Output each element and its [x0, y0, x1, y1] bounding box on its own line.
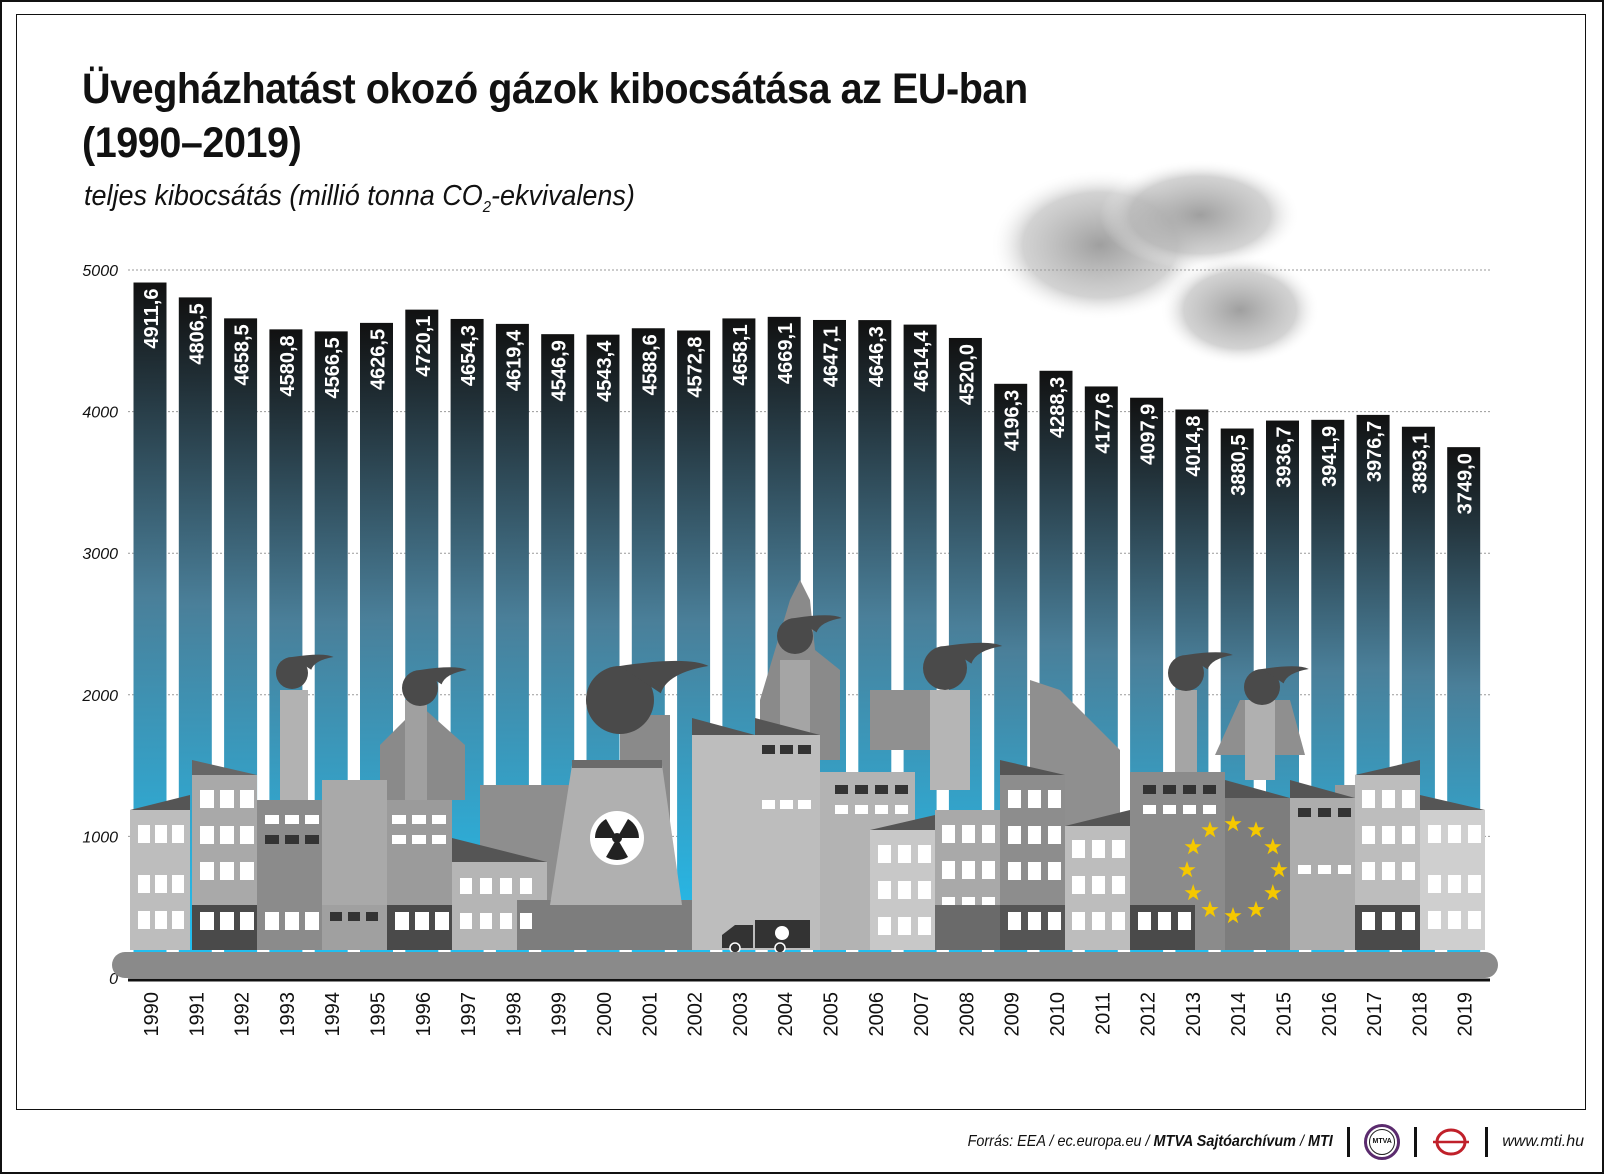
x-tick-label: 2004 — [775, 992, 797, 1037]
mtva-logo: MTVA — [1364, 1124, 1401, 1160]
industrial-skyline — [112, 580, 1498, 982]
bar-value-label: 4619,4 — [503, 329, 525, 391]
x-tick-label: 2002 — [685, 992, 707, 1037]
x-tick-label: 1995 — [368, 992, 390, 1037]
chart-title: Üvegházhatást okozó gázok kibocsátása az… — [82, 62, 1028, 170]
inner-frame — [16, 14, 1586, 1110]
bar-value-label: 3976,7 — [1364, 421, 1386, 482]
x-tick-label: 2006 — [866, 992, 888, 1037]
bar-value-label: 4646,3 — [866, 326, 888, 387]
x-tick-label: 2016 — [1319, 992, 1341, 1037]
bar-value-label: 3936,7 — [1274, 427, 1296, 488]
subtitle-text-end: -ekvivalens) — [491, 180, 635, 212]
x-tick-label: 2015 — [1274, 992, 1296, 1037]
bar-value-label: 4614,4 — [911, 330, 933, 392]
x-tick-label: 2019 — [1455, 992, 1477, 1037]
x-tick-label: 1990 — [141, 992, 163, 1037]
bar-value-label: 3941,9 — [1319, 426, 1341, 487]
title-line-2: (1990–2019) — [82, 119, 302, 167]
x-tick-label: 1996 — [413, 992, 435, 1037]
bar-value-label: 4658,5 — [232, 324, 254, 385]
x-tick-label: 2001 — [639, 992, 661, 1037]
chart-subtitle: teljes kibocsátás (millió tonna CO2-ekvi… — [84, 180, 635, 217]
x-tick-label: 1993 — [277, 992, 299, 1037]
bar-value-label: 4543,4 — [594, 340, 616, 402]
source-mti: MTI — [1308, 1133, 1334, 1150]
bar-value-label: 3749,0 — [1455, 453, 1477, 514]
x-tick-label: 1992 — [232, 992, 254, 1037]
bar-value-label: 4014,8 — [1183, 416, 1205, 477]
x-tick-label: 2014 — [1228, 992, 1250, 1037]
website-url: www.mti.hu — [1502, 1133, 1584, 1150]
bar-value-label: 4196,3 — [1002, 390, 1024, 451]
source-text: Forrás: EEA / ec.europa.eu / MTVA Sajtóa… — [968, 1133, 1333, 1151]
divider — [1485, 1127, 1489, 1157]
bar-value-label: 4572,8 — [685, 336, 707, 397]
source-label: Forrás: EEA / ec.europa.eu / — [968, 1133, 1154, 1150]
bar-value-label: 4520,0 — [956, 344, 978, 405]
smoke-cloud — [990, 160, 1320, 365]
x-tick-label: 2007 — [911, 992, 933, 1037]
x-tick-label: 2017 — [1364, 992, 1386, 1037]
source-mtva: MTVA Sajtóarchívum — [1153, 1133, 1297, 1150]
footer-credits: Forrás: EEA / ec.europa.eu / MTVA Sajtóa… — [927, 1122, 1584, 1162]
x-tick-label: 2018 — [1409, 992, 1431, 1037]
x-tick-label: 1994 — [322, 992, 344, 1037]
bar-value-label: 4566,5 — [322, 337, 344, 398]
y-tick-label: 1000 — [82, 829, 118, 846]
bar-value-label: 4669,1 — [775, 323, 797, 384]
bar-value-label: 4626,5 — [368, 329, 390, 390]
bar-value-label: 4288,3 — [1047, 377, 1069, 438]
x-tick-label: 1997 — [458, 992, 480, 1037]
y-tick-label: 4000 — [82, 405, 118, 422]
x-tick-label: 2008 — [956, 992, 978, 1037]
x-tick-label: 1999 — [549, 992, 571, 1037]
subtitle-subscript: 2 — [482, 198, 492, 216]
x-tick-label: 2000 — [594, 992, 616, 1037]
y-tick-label: 5000 — [82, 263, 118, 280]
title-line-1: Üvegházhatást okozó gázok kibocsátása az… — [82, 65, 1028, 113]
x-tick-label: 2013 — [1183, 992, 1205, 1037]
mti-logo-icon — [1433, 1128, 1470, 1156]
bar-value-label: 4720,1 — [413, 316, 435, 377]
y-tick-label: 2000 — [81, 688, 118, 705]
bar-value-label: 4647,1 — [821, 326, 843, 387]
y-axis-ticks: 0 1000 2000 3000 4000 5000 — [81, 263, 118, 988]
x-axis-ticks: 1990 1991 1992 1993 1994 1995 1996 1997 1998 1999… — [141, 992, 1477, 1037]
bar-value-label: 4177,6 — [1092, 392, 1114, 453]
x-tick-label: 2012 — [1138, 992, 1160, 1037]
divider — [1414, 1127, 1418, 1157]
bar-value-label: 4658,1 — [730, 324, 752, 385]
x-tick-label: 2003 — [730, 992, 752, 1037]
y-tick-label: 3000 — [82, 546, 118, 563]
bar-value-label: 4588,6 — [639, 334, 661, 395]
y-tick-label: 0 — [109, 971, 118, 988]
bar-value-label: 3880,5 — [1228, 435, 1250, 496]
divider — [1347, 1127, 1351, 1157]
x-tick-label: 1991 — [186, 992, 208, 1037]
bar-value-label: 4654,3 — [458, 325, 480, 386]
bar-value-label: 3893,1 — [1409, 433, 1431, 494]
x-tick-label: 1998 — [503, 992, 525, 1037]
bar-value-label: 4911,6 — [141, 289, 163, 349]
subtitle-text: teljes kibocsátás (millió tonna CO — [84, 180, 483, 212]
x-tick-label: 2005 — [821, 992, 843, 1037]
source-separator: / — [1296, 1133, 1309, 1150]
bar-value-label: 4546,9 — [549, 340, 571, 401]
bar-value-label: 4097,9 — [1138, 404, 1160, 465]
x-tick-label: 2009 — [1002, 992, 1024, 1037]
x-tick-label: 2011 — [1092, 992, 1114, 1035]
bar-value-label: 4806,5 — [186, 303, 208, 364]
x-tick-label: 2010 — [1047, 992, 1069, 1037]
mtva-logo-text: MTVA — [1369, 1129, 1396, 1155]
bar-value-label: 4580,8 — [277, 335, 299, 396]
